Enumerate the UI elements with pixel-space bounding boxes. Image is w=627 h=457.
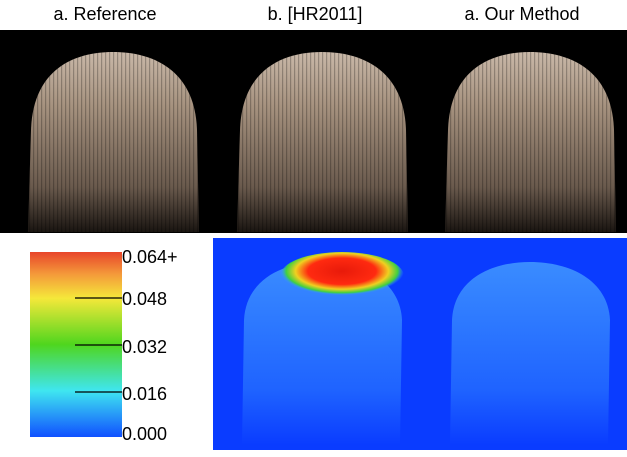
error-row [213,238,627,450]
error-map [242,252,404,445]
colorbar-label: 0.064+ [122,247,178,267]
colorbar-label: 0.032 [122,337,167,357]
colorbar-label: 0.000 [122,424,167,444]
colorbar-label: 0.016 [122,384,167,404]
hair-render [237,52,408,232]
panel-title: a. Reference [53,4,156,24]
panel-title: a. Our Method [464,4,579,24]
panel-title: b. [HR2011] [268,4,363,24]
hair-render [28,52,199,232]
render-row [0,30,627,233]
colorbar: 0.064+ 0.048 0.032 0.016 0.000 [30,247,178,444]
error-map [450,262,610,445]
hair-render [445,52,616,232]
colorbar-label: 0.048 [122,289,167,309]
